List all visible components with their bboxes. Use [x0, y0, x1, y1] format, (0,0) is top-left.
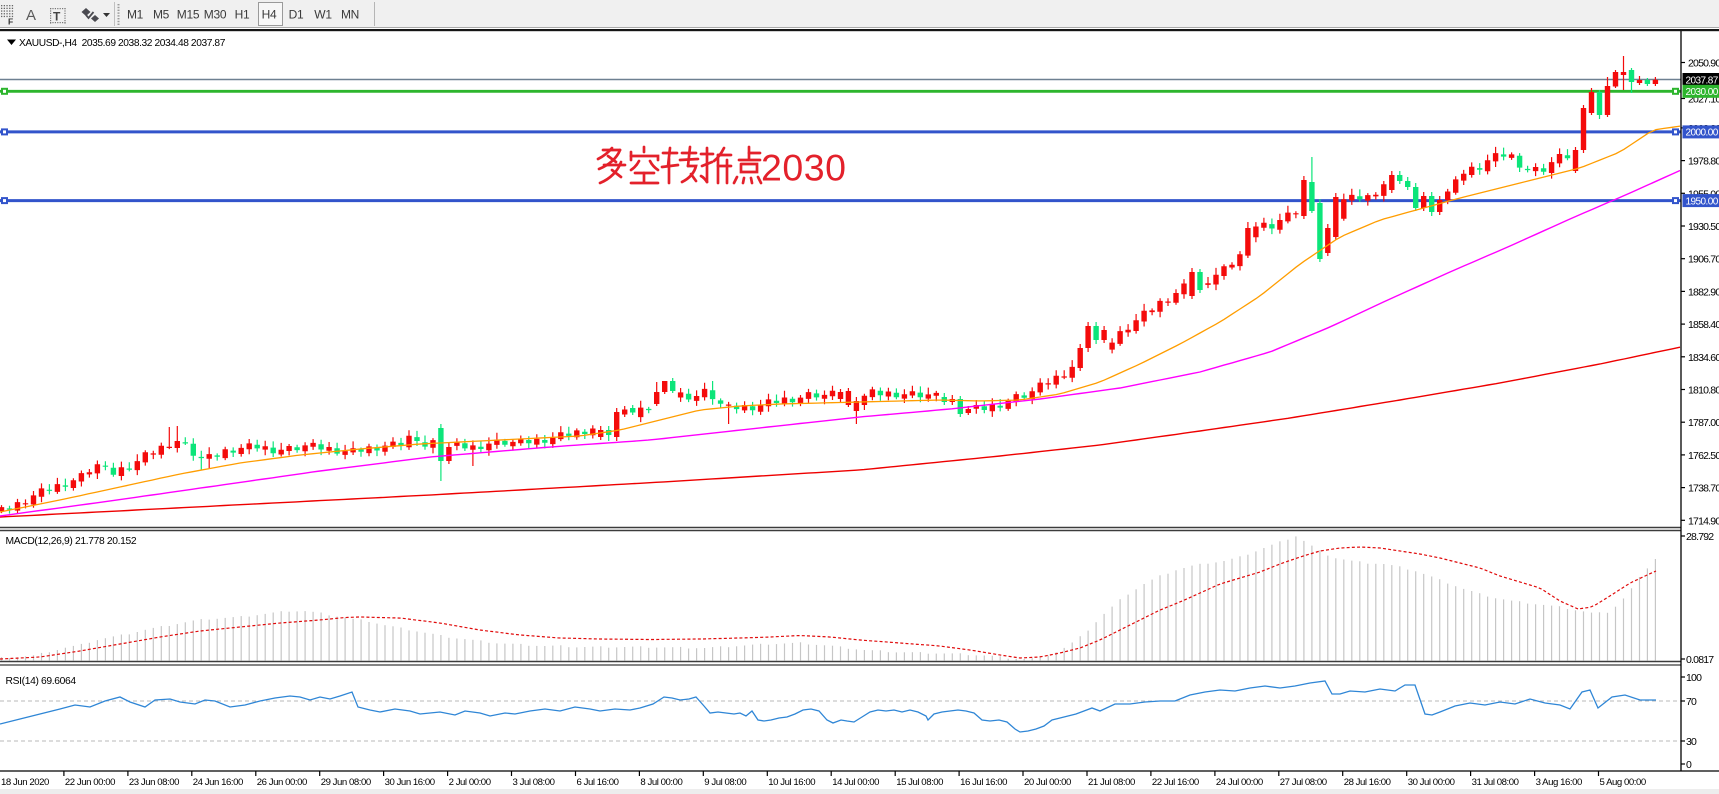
- svg-text:1810.80: 1810.80: [1688, 385, 1719, 397]
- svg-text:2000.00: 2000.00: [1686, 128, 1719, 139]
- svg-text:30 Jun 16:00: 30 Jun 16:00: [385, 777, 435, 788]
- svg-text:24 Jul 00:00: 24 Jul 00:00: [1216, 777, 1263, 788]
- svg-text:14 Jul 00:00: 14 Jul 00:00: [832, 777, 879, 788]
- svg-text:24 Jun 16:00: 24 Jun 16:00: [193, 777, 243, 788]
- svg-text:3 Aug 16:00: 3 Aug 16:00: [1536, 777, 1582, 788]
- svg-text:8 Jul 00:00: 8 Jul 00:00: [640, 777, 682, 788]
- svg-text:1762.50: 1762.50: [1688, 450, 1719, 462]
- svg-text:10 Jul 16:00: 10 Jul 16:00: [768, 777, 815, 788]
- svg-text:0.0817: 0.0817: [1686, 654, 1714, 666]
- svg-text:22 Jul 16:00: 22 Jul 16:00: [1152, 777, 1199, 788]
- svg-text:15 Jul 08:00: 15 Jul 08:00: [896, 777, 943, 788]
- svg-text:2030.00: 2030.00: [1686, 87, 1719, 98]
- svg-text:MACD(12,26,9) 21.778 20.152: MACD(12,26,9) 21.778 20.152: [6, 536, 137, 547]
- svg-text:5 Aug 00:00: 5 Aug 00:00: [1600, 777, 1646, 788]
- svg-text:1738.70: 1738.70: [1688, 483, 1719, 495]
- svg-text:1906.70: 1906.70: [1688, 254, 1719, 266]
- svg-text:18 Jun 2020: 18 Jun 2020: [1, 777, 49, 788]
- svg-text:D1: D1: [289, 8, 304, 22]
- svg-text:H4: H4: [262, 8, 277, 22]
- svg-text:26 Jun 00:00: 26 Jun 00:00: [257, 777, 307, 788]
- svg-text:0: 0: [1686, 759, 1692, 771]
- svg-text:31 Jul 08:00: 31 Jul 08:00: [1472, 777, 1519, 788]
- svg-text:100: 100: [1686, 672, 1702, 684]
- svg-text:H1: H1: [235, 8, 250, 22]
- svg-text:1834.60: 1834.60: [1688, 352, 1719, 364]
- svg-text:T: T: [53, 10, 61, 24]
- svg-text:30 Jul 00:00: 30 Jul 00:00: [1408, 777, 1455, 788]
- svg-text:XAUUSD-,H4 2035.69 2038.32 20: XAUUSD-,H4 2035.69 2038.32 2034.48 2037.…: [19, 38, 226, 49]
- svg-text:2030: 2030: [761, 147, 846, 189]
- svg-text:28.792: 28.792: [1686, 531, 1714, 543]
- svg-text:9 Jul 08:00: 9 Jul 08:00: [704, 777, 746, 788]
- svg-text:1930.50: 1930.50: [1688, 221, 1719, 233]
- svg-text:22 Jun 00:00: 22 Jun 00:00: [65, 777, 115, 788]
- svg-text:W1: W1: [314, 8, 332, 22]
- svg-text:1858.40: 1858.40: [1688, 319, 1719, 331]
- svg-text:A: A: [26, 7, 36, 24]
- svg-text:MN: MN: [341, 8, 359, 22]
- svg-text:1978.80: 1978.80: [1688, 156, 1719, 168]
- svg-text:F: F: [8, 17, 13, 27]
- svg-text:1787.00: 1787.00: [1688, 417, 1719, 429]
- svg-text:1950.00: 1950.00: [1686, 196, 1719, 207]
- svg-text:M5: M5: [153, 8, 170, 22]
- svg-text:16 Jul 16:00: 16 Jul 16:00: [960, 777, 1007, 788]
- svg-text:23 Jun 08:00: 23 Jun 08:00: [129, 777, 179, 788]
- svg-text:70: 70: [1686, 696, 1697, 708]
- svg-text:2050.90: 2050.90: [1688, 58, 1719, 70]
- svg-text:30: 30: [1686, 736, 1697, 748]
- svg-text:29 Jun 08:00: 29 Jun 08:00: [321, 777, 371, 788]
- svg-text:M15: M15: [177, 8, 200, 22]
- svg-text:20 Jul 00:00: 20 Jul 00:00: [1024, 777, 1071, 788]
- svg-text:6 Jul 16:00: 6 Jul 16:00: [577, 777, 619, 788]
- svg-text:2037.87: 2037.87: [1686, 75, 1719, 86]
- svg-text:RSI(14) 69.6064: RSI(14) 69.6064: [6, 676, 77, 687]
- svg-text:27 Jul 08:00: 27 Jul 08:00: [1280, 777, 1327, 788]
- svg-text:M30: M30: [204, 8, 227, 22]
- svg-text:3 Jul 08:00: 3 Jul 08:00: [513, 777, 555, 788]
- svg-text:28 Jul 16:00: 28 Jul 16:00: [1344, 777, 1391, 788]
- svg-text:1882.90: 1882.90: [1688, 286, 1719, 298]
- svg-text:21 Jul 08:00: 21 Jul 08:00: [1088, 777, 1135, 788]
- svg-text:2 Jul 00:00: 2 Jul 00:00: [449, 777, 491, 788]
- svg-text:M1: M1: [127, 8, 144, 22]
- svg-text:1714.90: 1714.90: [1688, 515, 1719, 527]
